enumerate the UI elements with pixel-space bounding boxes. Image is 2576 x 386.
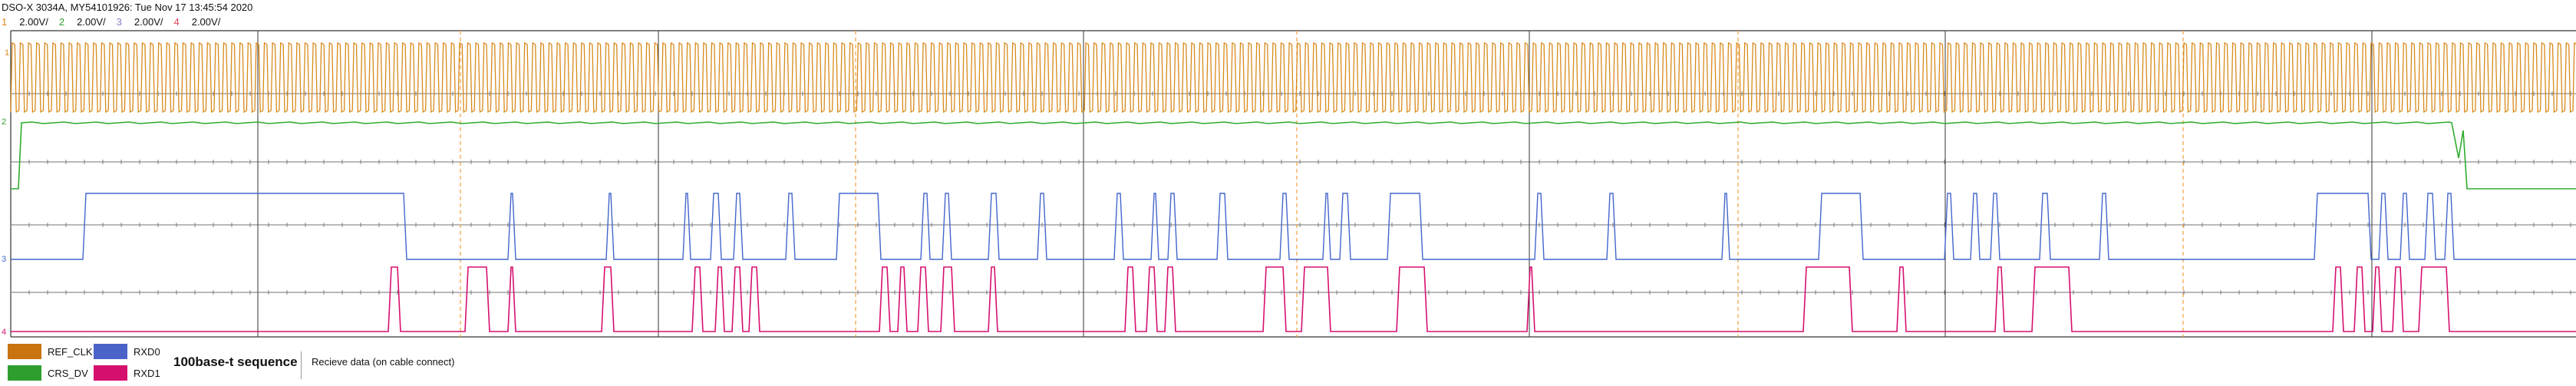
channel-2-ground-marker[interactable]: 2 xyxy=(2,117,6,127)
legend-label-ref-clk: REF_CLK xyxy=(48,345,93,358)
channel-4-scale-value: 2.00V/ xyxy=(191,16,221,28)
channel-3-number: 3 xyxy=(116,16,122,28)
legend-item-rxd0: RXD0 xyxy=(94,344,160,359)
legend-divider xyxy=(301,351,302,379)
signal-legend: REF_CLK RXD0 CRS_DV RXD1 100base-t seque… xyxy=(0,338,2576,386)
ref-clk-trace xyxy=(10,41,2576,114)
channel-4-scale[interactable]: 4 2.00V/ xyxy=(173,16,220,28)
waveform-display[interactable]: 1 2 3 4 xyxy=(0,28,2576,338)
legend-item-crs-dv: CRS_DV xyxy=(8,365,88,381)
legend-swatch-rxd1 xyxy=(94,365,127,381)
sequence-title: 100base-t sequence xyxy=(173,355,298,369)
scope-header-title: DSO-X 3034A, MY54101926: Tue Nov 17 13:4… xyxy=(2,2,253,13)
channel-4-number: 4 xyxy=(173,16,180,28)
legend-swatch-ref-clk xyxy=(8,344,41,359)
channel-2-scale[interactable]: 2 2.00V/ xyxy=(59,16,106,28)
crs-dv-trace xyxy=(11,121,2576,190)
channel-2-number: 2 xyxy=(58,16,65,28)
rxd0-trace xyxy=(11,193,2576,260)
legend-swatch-crs-dv xyxy=(8,365,41,381)
legend-item-ref-clk: REF_CLK xyxy=(8,344,93,359)
rxd1-trace xyxy=(11,266,2576,332)
legend-label-rxd1: RXD1 xyxy=(134,367,160,379)
channel-4-ground-marker[interactable]: 4 xyxy=(2,328,6,337)
channel-1-scale-value: 2.00V/ xyxy=(19,16,48,28)
channel-1-ground-marker[interactable]: 1 xyxy=(5,48,9,58)
channel-2-scale-value: 2.00V/ xyxy=(77,16,106,28)
legend-label-crs-dv: CRS_DV xyxy=(48,367,88,379)
channel-1-number: 1 xyxy=(2,16,8,28)
channel-3-scale-value: 2.00V/ xyxy=(134,16,163,28)
sequence-description: Recieve data (on cable connect) xyxy=(312,356,455,368)
legend-item-rxd1: RXD1 xyxy=(94,365,160,381)
channel-1-scale[interactable]: 1 2.00V/ xyxy=(2,16,48,28)
channel-scale-row: 1 2.00V/ 2 2.00V/ 3 2.00V/ 4 2.00V/ xyxy=(2,16,231,28)
channel-3-ground-marker[interactable]: 3 xyxy=(2,255,6,264)
legend-swatch-rxd0 xyxy=(94,344,127,359)
legend-label-rxd0: RXD0 xyxy=(134,345,160,358)
channel-3-scale[interactable]: 3 2.00V/ xyxy=(117,16,163,28)
